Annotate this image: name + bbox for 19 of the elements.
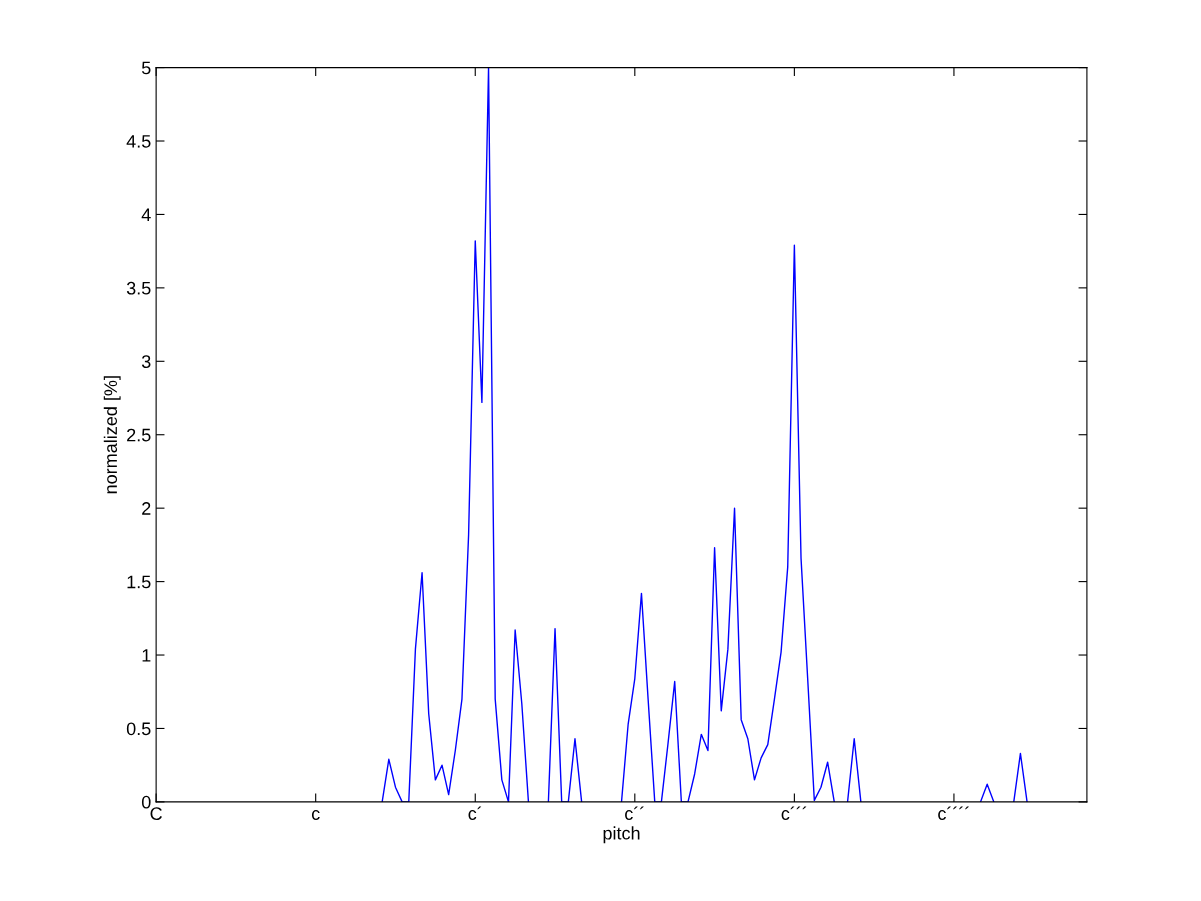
y-tick-label: 2 bbox=[142, 502, 151, 515]
y-tick-label: 0.5 bbox=[126, 722, 151, 736]
y-tick-label: 3.5 bbox=[126, 281, 151, 295]
y-tick-label: 5 bbox=[141, 61, 151, 75]
x-tick-label: c´´ bbox=[625, 806, 644, 821]
y-axis-title: normalized [%] bbox=[103, 376, 121, 494]
y-tick-label: 4.5 bbox=[126, 135, 151, 148]
x-tick-label: c´´´´ bbox=[938, 806, 969, 821]
x-tick-label: C bbox=[150, 807, 162, 821]
y-tick-label: 3 bbox=[141, 355, 151, 369]
y-tick-label: 1.5 bbox=[127, 575, 151, 589]
x-tick-label: c´´´ bbox=[781, 806, 807, 821]
y-tick-label: 1 bbox=[142, 649, 151, 662]
y-tick-label: 4 bbox=[141, 208, 151, 221]
y-tick-label: 0 bbox=[141, 795, 151, 809]
y-tick-label: 2.5 bbox=[127, 428, 151, 442]
x-tick-label: c´ bbox=[468, 806, 482, 821]
x-tick-label: c bbox=[311, 810, 320, 821]
x-axis-title: pitch bbox=[603, 826, 640, 844]
